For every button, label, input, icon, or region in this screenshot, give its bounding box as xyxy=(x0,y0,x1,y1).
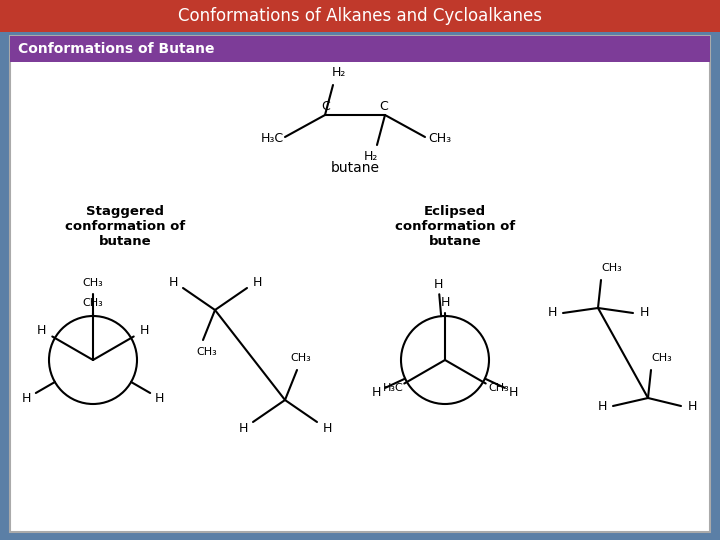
Text: CH₃: CH₃ xyxy=(488,383,509,393)
Text: H: H xyxy=(252,275,261,288)
Text: CH₃: CH₃ xyxy=(602,263,622,273)
Text: H₃C: H₃C xyxy=(382,383,403,393)
Text: C: C xyxy=(322,99,330,112)
Text: H: H xyxy=(688,401,697,414)
Text: Eclipsed
conformation of
butane: Eclipsed conformation of butane xyxy=(395,205,515,248)
Text: H: H xyxy=(598,401,607,414)
Text: CH₃: CH₃ xyxy=(652,353,672,363)
Text: H: H xyxy=(22,392,31,405)
Bar xyxy=(10,36,710,62)
Text: H₂: H₂ xyxy=(364,151,378,164)
Text: H: H xyxy=(639,307,649,320)
Text: butane: butane xyxy=(330,161,379,175)
Text: H: H xyxy=(155,392,164,405)
Text: CH₃: CH₃ xyxy=(83,298,104,308)
Text: H: H xyxy=(238,422,248,435)
Text: H: H xyxy=(372,386,381,399)
Text: Staggered
conformation of
butane: Staggered conformation of butane xyxy=(65,205,185,248)
Text: H₃C: H₃C xyxy=(261,132,284,145)
Text: C: C xyxy=(379,99,388,112)
Text: Conformations of Butane: Conformations of Butane xyxy=(18,42,215,56)
Text: CH₃: CH₃ xyxy=(197,347,217,357)
Text: CH₃: CH₃ xyxy=(83,278,104,288)
Text: H: H xyxy=(441,295,450,308)
Text: H: H xyxy=(37,324,47,337)
Text: H: H xyxy=(168,275,178,288)
Text: H: H xyxy=(323,422,332,435)
Text: H: H xyxy=(140,324,149,337)
Bar xyxy=(0,0,720,32)
Text: Conformations of Alkanes and Cycloalkanes: Conformations of Alkanes and Cycloalkane… xyxy=(178,7,542,25)
Text: H: H xyxy=(509,386,518,399)
Text: CH₃: CH₃ xyxy=(291,353,311,363)
Text: H₂: H₂ xyxy=(332,66,346,79)
Text: H: H xyxy=(547,307,557,320)
Text: H: H xyxy=(433,278,443,291)
Text: CH₃: CH₃ xyxy=(428,132,451,145)
